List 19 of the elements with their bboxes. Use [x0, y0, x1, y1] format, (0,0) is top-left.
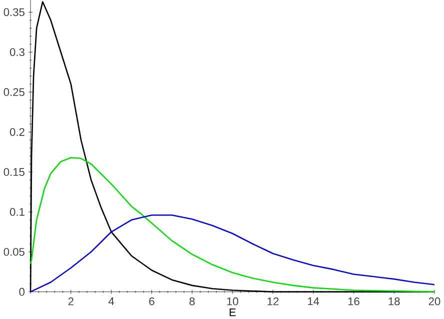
- x-tick-label: 10: [227, 297, 238, 306]
- x-tick-label: 20: [428, 297, 440, 306]
- y-tick-label: 0.3: [10, 48, 24, 56]
- y-tick-label: 0.25: [4, 88, 24, 96]
- x-axis-title: E: [230, 308, 236, 316]
- x-tick-label: 16: [348, 297, 360, 306]
- x-tick-label: 8: [189, 297, 195, 306]
- y-tick-label: 0.05: [4, 248, 24, 256]
- x-tick-label: 14: [308, 297, 320, 305]
- y-tick-label: 0.15: [4, 168, 24, 176]
- x-tick-label: 2: [68, 297, 74, 305]
- x-tick-label: 4: [108, 297, 114, 305]
- y-tick-label: 0: [19, 288, 24, 296]
- x-tick-label: 12: [268, 297, 279, 305]
- y-tick-label: 0.2: [10, 128, 24, 136]
- y-tick-label: 0.1: [10, 208, 24, 216]
- x-tick-label: 6: [149, 297, 154, 306]
- x-tick-label: 18: [388, 297, 400, 306]
- y-tick-label: 0.35: [4, 8, 24, 16]
